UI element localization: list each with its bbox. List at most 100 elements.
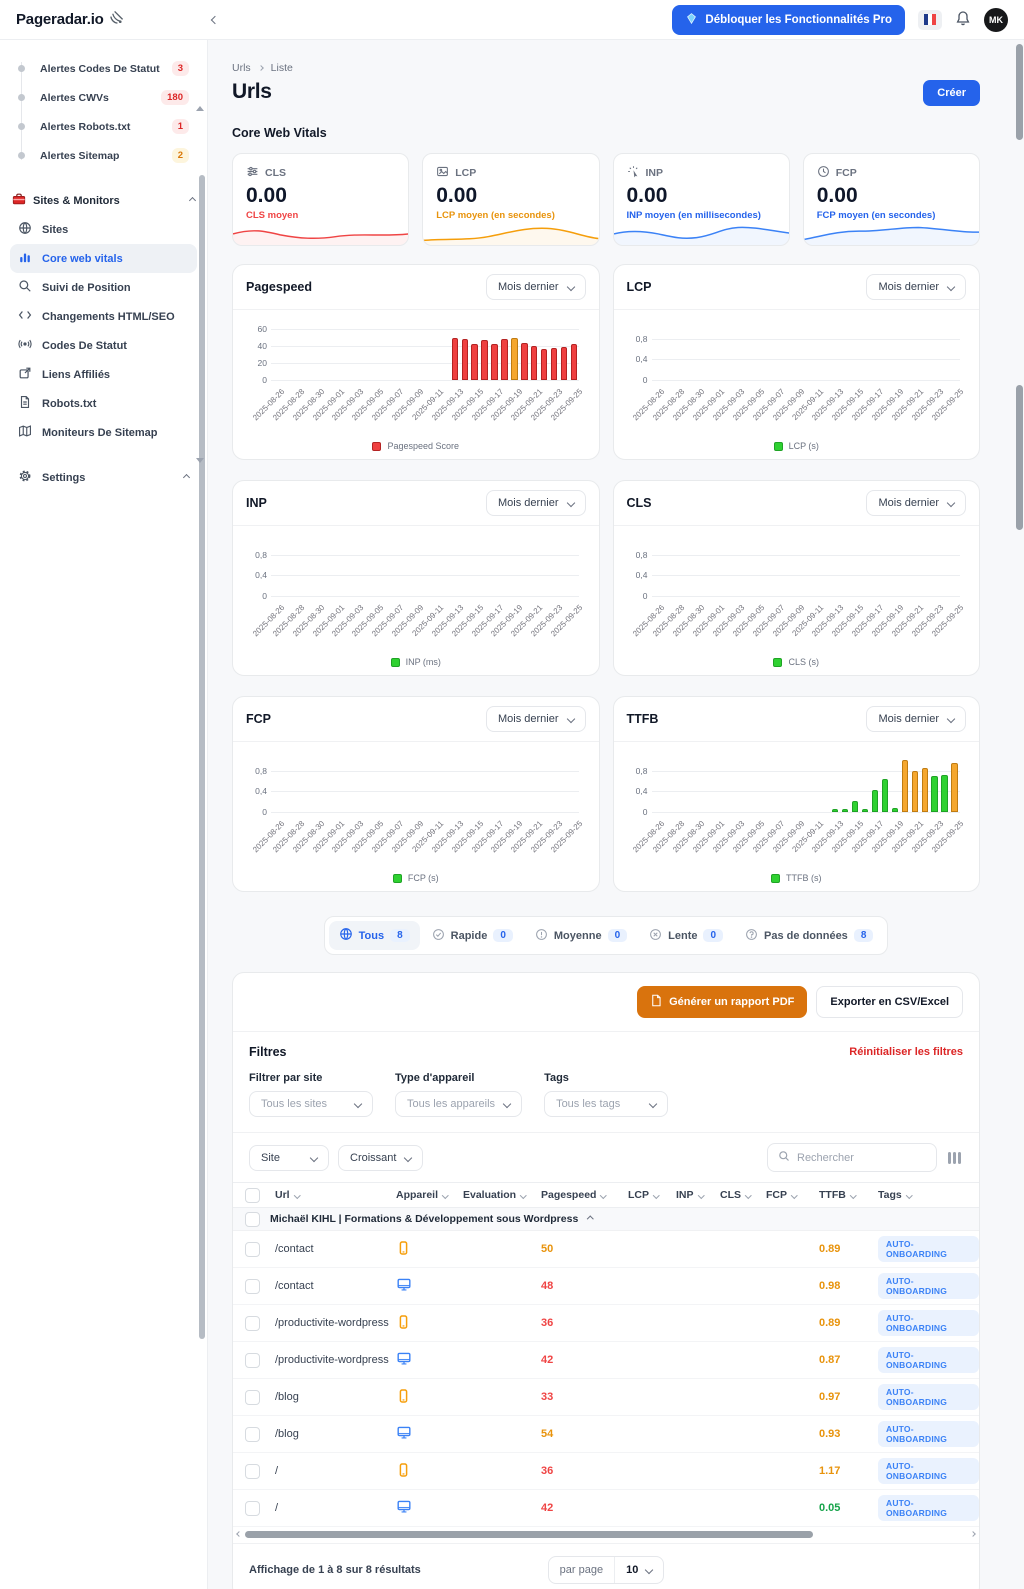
hscroll-left-icon[interactable] [236, 1531, 242, 1537]
row-checkbox[interactable] [245, 1315, 260, 1331]
status-tab-pas-de-donn-es[interactable]: Pas de données 8 [735, 921, 883, 950]
table-row[interactable]: /productivite-wordpress 42 0.87 AUTO-ONB… [233, 1342, 979, 1379]
hscroll-thumb[interactable] [245, 1531, 814, 1538]
sort-field-select[interactable]: Site [249, 1144, 329, 1171]
language-flag-fr[interactable] [918, 9, 942, 30]
table-row[interactable]: /blog 54 0.93 AUTO-ONBOARDING [233, 1416, 979, 1453]
table-row[interactable]: /contact 48 0.98 AUTO-ONBOARDING [233, 1268, 979, 1305]
generate-pdf-button[interactable]: Générer un rapport PDF [637, 986, 808, 1018]
column-header-lcp[interactable]: LCP [628, 1189, 676, 1201]
url-cell[interactable]: /blog [275, 1391, 299, 1403]
reset-filters-link[interactable]: Réinitialiser les filtres [849, 1046, 963, 1058]
sidebar-item-sites[interactable]: Sites [10, 215, 197, 244]
ttfb-cell: 0.93 [819, 1428, 841, 1440]
column-header-ttfb[interactable]: TTFB [819, 1189, 878, 1201]
gridline [651, 359, 960, 361]
sidebar-alert-item[interactable]: Alertes Codes De Statut 3 [16, 54, 197, 83]
row-checkbox[interactable] [245, 1278, 260, 1294]
sidebar-item-settings[interactable]: Settings [10, 463, 197, 492]
sidebar-item-moniteurs-de-sitemap[interactable]: Moniteurs De Sitemap [10, 418, 197, 447]
unlock-pro-button[interactable]: Débloquer les Fonctionnalités Pro [672, 4, 905, 35]
column-header-inp[interactable]: INP [676, 1189, 720, 1201]
sidebar-item-core-web-vitals[interactable]: Core web vitals [10, 244, 197, 273]
sidebar-alert-item[interactable]: Alertes CWVs 180 [16, 83, 197, 112]
url-cell[interactable]: / [275, 1465, 279, 1477]
columns-toggle-icon[interactable] [946, 1148, 963, 1168]
column-header-tags[interactable]: Tags [878, 1189, 979, 1201]
filter-select[interactable]: Tous les sites [249, 1091, 373, 1117]
chart-period-select[interactable]: Mois dernier [866, 274, 966, 300]
search-input[interactable] [797, 1151, 926, 1164]
horizontal-scrollbar[interactable] [236, 1529, 976, 1541]
sidebar-scroll-down-icon[interactable] [196, 458, 204, 463]
chart-period-select[interactable]: Mois dernier [485, 274, 586, 300]
filter-select[interactable]: Tous les appareils [395, 1091, 523, 1117]
sidebar-alert-item[interactable]: Alertes Sitemap 2 [16, 141, 197, 170]
chart-period-select[interactable]: Mois dernier [485, 490, 586, 516]
chart-period-select[interactable]: Mois dernier [866, 490, 966, 516]
sidebar-item-suivi-de-position[interactable]: Suivi de Position [10, 273, 197, 302]
table-row[interactable]: /contact 50 0.89 AUTO-ONBOARDING [233, 1231, 979, 1268]
filter-select[interactable]: Tous les tags [544, 1091, 669, 1117]
alert-label: Alertes CWVs [40, 91, 109, 104]
select-all-checkbox[interactable] [245, 1187, 260, 1203]
per-page-select[interactable]: 10 [615, 1557, 663, 1583]
column-header-url[interactable]: Url [275, 1189, 396, 1201]
bell-icon[interactable] [955, 10, 971, 29]
sort-order-select[interactable]: Croissant [338, 1144, 424, 1171]
row-checkbox[interactable] [245, 1426, 260, 1442]
hscroll-right-icon[interactable] [970, 1531, 976, 1537]
url-cell[interactable]: /contact [275, 1280, 314, 1292]
column-header-appareil[interactable]: Appareil [396, 1189, 463, 1201]
chart-period-select[interactable]: Mois dernier [866, 706, 966, 732]
page-scrollbar-thumb[interactable] [1016, 44, 1023, 140]
row-checkbox[interactable] [245, 1500, 260, 1516]
content-scrollbar-thumb[interactable] [1016, 385, 1023, 530]
sidebar-scrollbar[interactable] [199, 135, 205, 1469]
table-group-row[interactable]: Michaël KIHL | Formations & Développemen… [233, 1208, 979, 1231]
export-csv-button[interactable]: Exporter en CSV/Excel [816, 986, 963, 1018]
url-cell[interactable]: /contact [275, 1243, 314, 1255]
sidebar-alert-item[interactable]: Alertes Robots.txt 1 [16, 112, 197, 141]
sidebar-collapse-button[interactable] [210, 15, 219, 24]
column-header-cls[interactable]: CLS [720, 1189, 766, 1201]
sidebar-item-codes-de-statut[interactable]: Codes De Statut [10, 331, 197, 360]
column-header-pagespeed[interactable]: Pagespeed [541, 1189, 628, 1201]
status-tab-moyenne[interactable]: Moyenne 0 [525, 921, 637, 950]
sparkline [803, 226, 979, 245]
group-collapse-icon[interactable] [587, 1215, 594, 1223]
column-header-fcp[interactable]: FCP [766, 1189, 819, 1201]
url-cell[interactable]: /productivite-wordpress [275, 1354, 389, 1366]
table-row[interactable]: /blog 33 0.97 AUTO-ONBOARDING [233, 1379, 979, 1416]
table-row[interactable]: / 36 1.17 AUTO-ONBOARDING [233, 1453, 979, 1490]
tags-cell: AUTO-ONBOARDING [878, 1347, 979, 1373]
url-cell[interactable]: / [275, 1502, 279, 1514]
row-checkbox[interactable] [245, 1352, 260, 1368]
y-axis-tick: 0,4 [635, 570, 648, 581]
y-axis-tick: 0 [262, 375, 267, 385]
row-checkbox[interactable] [245, 1241, 260, 1257]
table-row[interactable]: /productivite-wordpress 36 0.89 AUTO-ONB… [233, 1305, 979, 1342]
row-checkbox[interactable] [245, 1463, 260, 1479]
sidebar-item-robots-txt[interactable]: Robots.txt [10, 389, 197, 418]
status-tab-tous[interactable]: Tous 8 [328, 921, 420, 950]
url-cell[interactable]: /blog [275, 1428, 299, 1440]
status-tab-lente[interactable]: Lente 0 [639, 921, 733, 950]
globe-icon [339, 927, 353, 944]
sidebar-scroll-up-icon[interactable] [196, 106, 204, 111]
column-header-evaluation[interactable]: Evaluation [463, 1189, 541, 1201]
chart-period-select[interactable]: Mois dernier [485, 706, 586, 732]
create-button[interactable]: Créer [923, 80, 980, 106]
group-checkbox[interactable] [245, 1211, 260, 1227]
chart-icon [18, 250, 32, 267]
table-row[interactable]: / 42 0.05 AUTO-ONBOARDING [233, 1490, 979, 1527]
pagespeed-cell: 33 [541, 1391, 554, 1403]
sidebar-item-liens-affili-s[interactable]: Liens Affiliés [10, 360, 197, 389]
user-avatar[interactable]: MK [984, 7, 1008, 32]
sidebar-item-changements-html-seo[interactable]: Changements HTML/SEO [10, 302, 197, 331]
sidebar-section-sites-monitors[interactable]: Sites & Monitors [12, 192, 197, 209]
url-cell[interactable]: /productivite-wordpress [275, 1317, 389, 1329]
status-tab-rapide[interactable]: Rapide 0 [422, 921, 523, 950]
breadcrumb-parent[interactable]: Urls [232, 62, 251, 74]
row-checkbox[interactable] [245, 1389, 260, 1405]
